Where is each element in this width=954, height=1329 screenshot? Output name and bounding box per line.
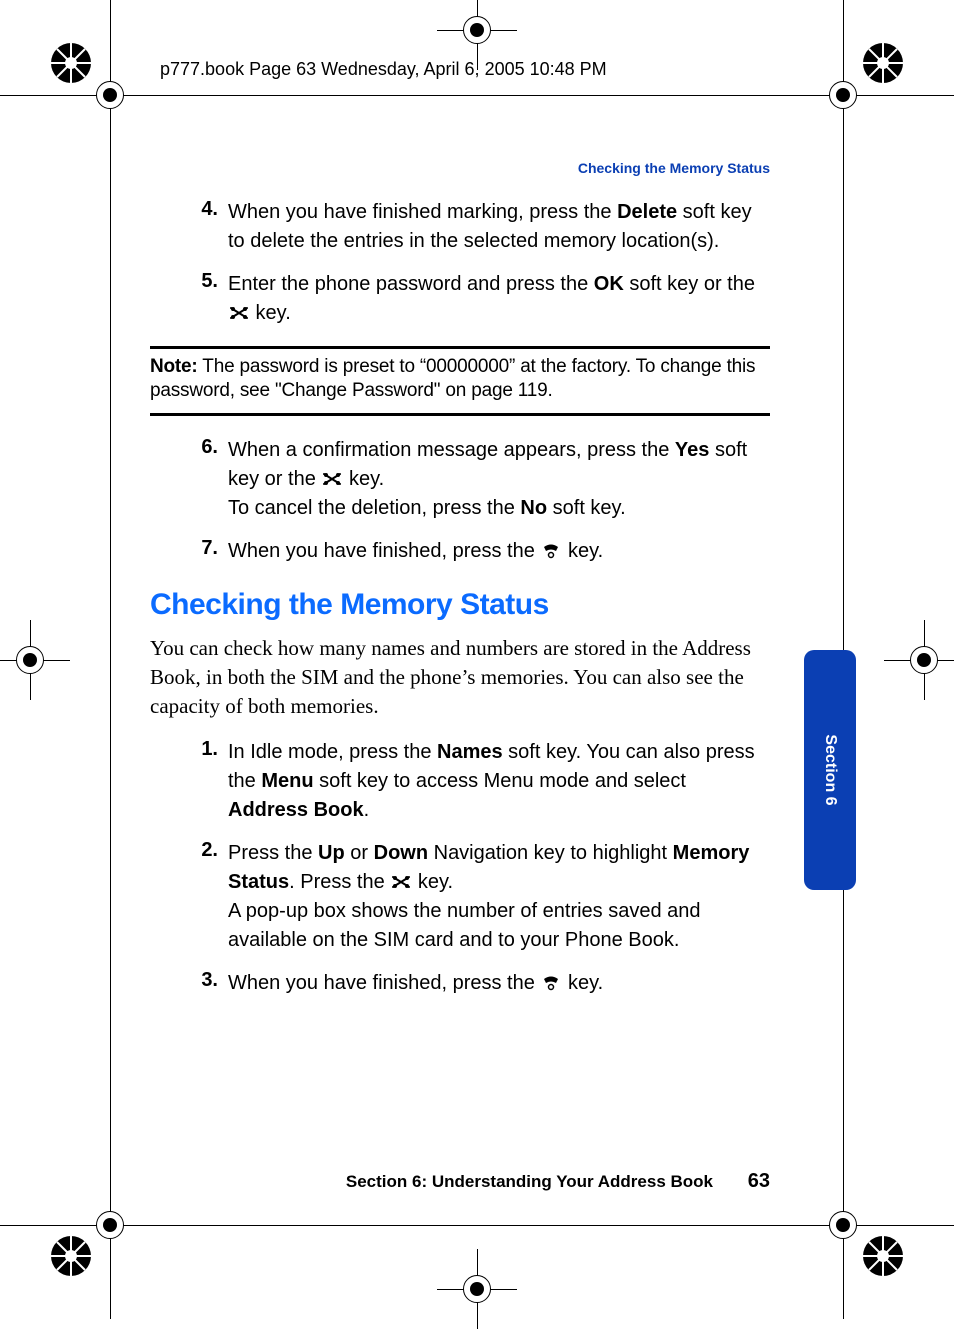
end-key-icon: [540, 971, 562, 987]
page-footer: Section 6: Understanding Your Address Bo…: [150, 1170, 770, 1193]
step-item: 6.When a confirmation message appears, p…: [150, 436, 770, 523]
step-item: 2.Press the Up or Down Navigation key to…: [150, 839, 770, 955]
end-key-icon: [540, 539, 562, 555]
note-box: Note: The password is preset to “0000000…: [150, 346, 770, 416]
x-key-icon: [390, 870, 412, 886]
note-label: Note:: [150, 356, 198, 377]
step-text: Press the Up or Down Navigation key to h…: [228, 839, 770, 955]
step-number: 1.: [150, 738, 228, 825]
step-item: 5.Enter the phone password and press the…: [150, 270, 770, 328]
crosshair-icon: [803, 1185, 883, 1265]
step-text: Enter the phone password and press the O…: [228, 270, 770, 328]
step-number: 7.: [150, 537, 228, 566]
print-header: p777.book Page 63 Wednesday, April 6, 20…: [160, 59, 607, 80]
page-content: Checking the Memory Status 4.When you ha…: [150, 160, 770, 1012]
running-header: Checking the Memory Status: [150, 160, 770, 176]
page-number: 63: [748, 1170, 770, 1193]
crosshair-icon: [0, 620, 70, 700]
section-tab-label: Section 6: [821, 734, 839, 805]
step-item: 4.When you have finished marking, press …: [150, 198, 770, 256]
crosshair-icon: [884, 620, 954, 700]
x-key-icon: [321, 467, 343, 483]
x-key-icon: [228, 301, 250, 317]
crosshair-icon: [803, 55, 883, 135]
crosshair-icon: [70, 1185, 150, 1265]
step-number: 6.: [150, 436, 228, 523]
crosshair-icon: [437, 1249, 517, 1329]
section-title: Checking the Memory Status: [150, 588, 770, 622]
note-text: The password is preset to “00000000” at …: [150, 356, 755, 401]
step-item: 7.When you have finished, press the key.: [150, 537, 770, 566]
step-item: 3.When you have finished, press the key.: [150, 969, 770, 998]
section-intro: You can check how many names and numbers…: [150, 634, 770, 722]
crosshair-icon: [70, 55, 150, 135]
step-number: 4.: [150, 198, 228, 256]
footer-text: Section 6: Understanding Your Address Bo…: [346, 1172, 713, 1191]
step-number: 2.: [150, 839, 228, 955]
step-text: When a confirmation message appears, pre…: [228, 436, 770, 523]
step-item: 1.In Idle mode, press the Names soft key…: [150, 738, 770, 825]
section-tab: Section 6: [804, 650, 856, 890]
step-text: When you have finished, press the key.: [228, 969, 603, 998]
step-text: When you have finished marking, press th…: [228, 198, 770, 256]
step-text: In Idle mode, press the Names soft key. …: [228, 738, 770, 825]
step-text: When you have finished, press the key.: [228, 537, 603, 566]
step-number: 5.: [150, 270, 228, 328]
step-number: 3.: [150, 969, 228, 998]
crop-line-left: [110, 0, 111, 1319]
